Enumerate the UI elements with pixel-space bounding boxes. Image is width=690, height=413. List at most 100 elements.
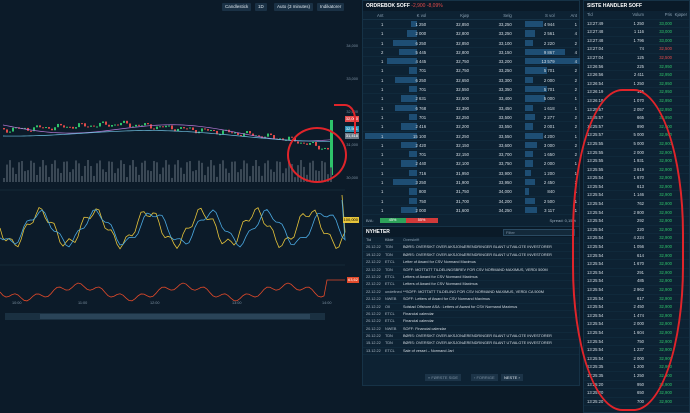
orderbook-cell: 33,900 [498, 170, 512, 176]
news-item[interactable]: 15.12.22 TDN BØRS: OVERSIKT OVER AKSJONÆRE… [363, 340, 579, 348]
orderbook-cell: 2 450 [543, 180, 555, 186]
candle [213, 130, 215, 132]
news-item[interactable]: 20.12.22 NWEB SOFF: Financial calendar [363, 326, 579, 334]
chart-type-select[interactable]: Candlestick [222, 3, 252, 11]
news-item[interactable]: 22.12.22 ETCL Letters of Award for CSV Nor… [363, 281, 579, 289]
volume-bar [204, 175, 206, 182]
trade-row[interactable]: 13:26:54 1 250 32,950 [584, 80, 689, 89]
price-chart-panel[interactable]: Candlestick 1D Auto (3 minutes) Indikato… [0, 0, 360, 413]
orderbook-row[interactable]: 1 6 250 32,850 33,100 2 220 2 [363, 39, 579, 48]
col-header[interactable]: K vol [416, 13, 427, 18]
orderbook-title: ORDREBOK SOFF [366, 3, 410, 9]
col-header[interactable]: Tid [366, 238, 372, 242]
orderbook-row[interactable]: 1 2 416 32,200 33,550 2 001 2 [363, 122, 579, 132]
candle [78, 123, 80, 128]
news-item[interactable]: 22.12.22 ETCL Letters of Award for CSV Nor… [363, 274, 579, 282]
orderbook-row[interactable]: 1 1 250 32,850 33,250 4 944 1 [363, 20, 579, 30]
next-page-button[interactable]: NESTE › [501, 374, 523, 381]
trade-row[interactable]: 13:25:54 1 056 32,900 [584, 243, 689, 252]
chart-canvas[interactable] [0, 0, 360, 413]
orderbook-row[interactable]: 1 2 440 32,100 33,750 2 000 1 [363, 159, 579, 169]
volume-bar [288, 160, 290, 182]
orderbook-row[interactable]: 1 6 250 32,650 33,300 2 000 2 [363, 76, 579, 86]
news-item[interactable]: 22.12.22 NWEB SOFF: Letters of Award for C… [363, 296, 579, 304]
orderbook-cell: 1 [381, 31, 384, 37]
orderbook-rows: 1 1 250 32,850 33,250 4 944 1 1 2 000 32,800 33,2… [363, 20, 580, 216]
news-item[interactable]: 20.12.22 ETCL Financial calendar [363, 318, 579, 326]
orderbook-cell: 33,550 [498, 124, 512, 130]
orderbook-cell: 2 [574, 87, 577, 93]
news-source: undefined [385, 289, 402, 294]
trade-row[interactable]: 13:26:56 225 32,950 [584, 63, 689, 72]
trade-price: 32,900 [659, 398, 672, 404]
col-header[interactable]: Kjøp [460, 13, 469, 18]
volume-bar [75, 160, 77, 182]
col-header[interactable]: Ant [570, 13, 577, 18]
news-filter-input[interactable]: Filter [503, 229, 575, 236]
orderbook-row[interactable]: 1 716 31,950 33,900 1 200 1 [363, 169, 579, 179]
first-page-button[interactable]: « FØRSTE SIDE [425, 374, 462, 381]
orderbook-cell: 2 631 [415, 96, 427, 102]
col-header[interactable]: Volum [632, 12, 644, 17]
news-item[interactable]: 20.12.22 ETCL Financial calendar [363, 311, 579, 319]
orderbook-row[interactable]: 2 5 445 32,800 33,150 9 867 4 [363, 48, 579, 58]
orderbook-cell: 32,850 [455, 22, 469, 27]
col-header[interactable]: Pris [664, 12, 672, 17]
trade-row[interactable]: 13:27:04 125 32,500 [584, 54, 689, 63]
volume-bar [246, 163, 248, 182]
col-header[interactable]: Overskrift [403, 238, 420, 242]
col-header[interactable]: Tid [587, 12, 593, 17]
interval-select[interactable]: Auto (3 minutes) [274, 3, 314, 11]
col-header[interactable]: Kjøper [674, 12, 687, 17]
trade-row[interactable]: 13:27:04 74 32,500 [584, 45, 689, 54]
news-item[interactable]: 19.12.22 TDN BØRS: OVERSIKT OVER AKSJONÆRE… [363, 252, 579, 260]
orderbook-row[interactable]: 1 750 31,700 34,200 2 500 1 [363, 197, 579, 206]
col-header[interactable]: Ant [376, 13, 384, 18]
volume-bar [171, 177, 173, 182]
orderbook-row[interactable]: 1 701 32,150 33,700 1 650 2 [363, 150, 579, 160]
trade-row[interactable]: 13:25:54 4 224 32,900 [584, 234, 689, 244]
news-item[interactable]: 20.12.22 TDN BØRS: OVERSIKT OVER AKSJONÆRE… [363, 244, 579, 252]
orderbook-row[interactable]: 1 800 31,750 34,000 840 1 [363, 187, 579, 197]
trade-row[interactable]: 13:27:48 1 796 33,000 [584, 37, 689, 46]
news-item[interactable]: 22.12.22 ETCL Letter of Award for CSV Norm… [363, 259, 579, 267]
volume-bar [111, 161, 113, 182]
news-item[interactable]: 22.12.22 OII Solstad Offshore ASA : Letter… [363, 304, 579, 311]
orderbook-row[interactable]: 1 6 768 32,390 33,450 1 618 1 [363, 104, 579, 113]
news-item[interactable]: 20.12.22 TDN BØRS: OVERSIKT OVER AKSJONÆRE… [363, 333, 579, 341]
orderbook-row[interactable]: 1 2 631 32,500 33,400 5 000 1 [363, 94, 579, 104]
indicators-button[interactable]: Indikatorer [317, 3, 345, 11]
col-header[interactable]: S vol [545, 13, 555, 18]
candle [120, 122, 122, 126]
col-header[interactable]: Selg [503, 13, 512, 18]
orderbook-row[interactable]: 1 701 32,250 33,500 2 277 2 [363, 113, 579, 123]
news-item[interactable]: 22.12.22 undefined **SOFF: MOTTATT TILDELI… [363, 289, 579, 297]
orderbook-row[interactable]: 1 2 000 32,800 33,250 2 561 4 [363, 29, 579, 39]
range-select[interactable]: 1D [255, 3, 267, 11]
orderbook-row[interactable]: 1 701 32,750 33,250 5 701 2 [363, 66, 579, 76]
orderbook-cell: 32,250 [455, 114, 469, 120]
trade-row[interactable]: 13:26:56 2 411 32,950 [584, 71, 689, 80]
candle [138, 124, 140, 126]
news-item[interactable]: 13.12.22 ETCL Sale of vessel – Normand Jar… [363, 348, 579, 356]
trade-row[interactable]: 13:27:49 1 250 33,000 [584, 20, 689, 29]
orderbook-row[interactable]: 1 2 420 32,150 33,600 3 000 2 [363, 141, 579, 151]
volume-bar [207, 166, 209, 182]
volume-bar [36, 175, 38, 182]
news-item[interactable]: 22.12.22 TDN SOFF: MOTTATT TILDELINGSBREV … [363, 267, 579, 274]
trade-row[interactable]: 13:27:48 1 116 33,000 [584, 28, 689, 37]
orderbook-cell: 2 [574, 114, 577, 120]
volume-bar [99, 160, 101, 182]
prev-page-button[interactable]: ‹ FORRIGE [471, 374, 498, 381]
col-header[interactable]: Kilde [385, 238, 394, 242]
orderbook-row[interactable]: 1 701 32,550 33,350 5 701 2 [363, 85, 579, 95]
orderbook-cell: 1 [381, 207, 384, 213]
volume-bar [162, 167, 164, 182]
orderbook-row[interactable]: 1 15 100 32,250 33,550 4 200 1 [363, 132, 579, 141]
orderbook-row[interactable]: 1 4 445 32,750 33,200 13 579 4 [363, 57, 580, 67]
trade-row[interactable]: 13:25:54 614 32,900 [584, 252, 689, 261]
orderbook-cell: 1 [381, 22, 384, 27]
